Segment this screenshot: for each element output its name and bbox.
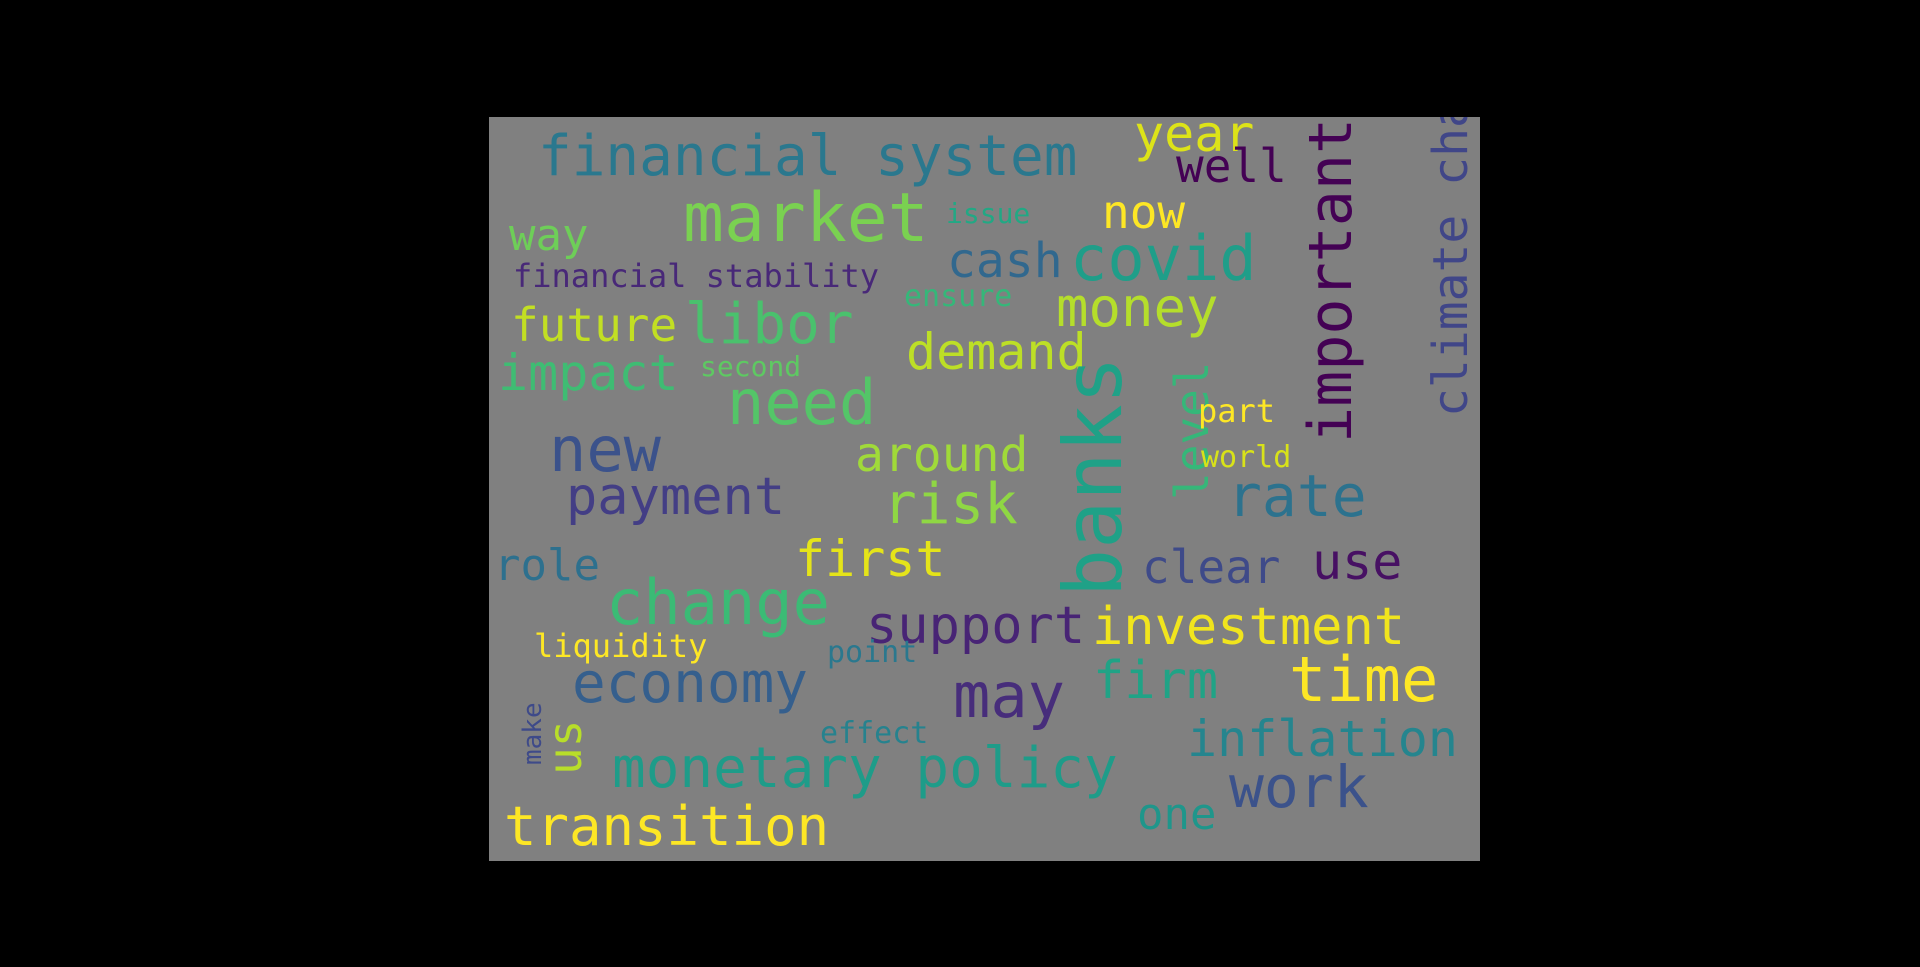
word-rate: rate bbox=[1227, 462, 1367, 530]
word-financial-stability: financial stability bbox=[513, 257, 880, 295]
word-libor: libor bbox=[685, 292, 854, 357]
word-around: around bbox=[855, 427, 1029, 483]
word-risk: risk bbox=[883, 472, 1018, 537]
word-cloud-canvas: financial system year well important climate… bbox=[489, 117, 1480, 861]
word-now: now bbox=[1102, 185, 1186, 239]
word-demand: demand bbox=[906, 323, 1087, 381]
word-one: one bbox=[1137, 789, 1217, 840]
word-world: world bbox=[1201, 440, 1292, 475]
word-us: us bbox=[538, 719, 592, 775]
word-cash: cash bbox=[947, 233, 1063, 289]
word-effect: effect bbox=[820, 716, 929, 751]
word-point: point bbox=[827, 635, 918, 670]
word-need: need bbox=[727, 366, 877, 439]
word-year: year bbox=[1134, 117, 1255, 163]
word-may: may bbox=[953, 659, 1065, 732]
word-climate-change: climate change bbox=[1423, 117, 1479, 417]
word-payment: payment bbox=[566, 467, 786, 527]
word-banks: banks bbox=[1047, 356, 1140, 597]
word-financial-system: financial system bbox=[538, 124, 1078, 189]
word-important: important bbox=[1296, 117, 1366, 443]
word-ensure: ensure bbox=[904, 279, 1013, 314]
word-change: change bbox=[606, 566, 830, 639]
word-money: money bbox=[1056, 276, 1219, 339]
word-transition: transition bbox=[504, 795, 830, 858]
word-role: role bbox=[494, 540, 600, 591]
word-time: time bbox=[1289, 643, 1439, 716]
word-issue: issue bbox=[946, 197, 1031, 230]
word-market: market bbox=[683, 179, 929, 258]
word-use: use bbox=[1312, 533, 1403, 591]
word-monetary-policy: monetary policy bbox=[612, 736, 1118, 801]
word-future: future bbox=[511, 298, 678, 352]
word-inflation: inflation bbox=[1187, 710, 1458, 768]
word-first: first bbox=[795, 530, 946, 588]
word-liquidity: liquidity bbox=[534, 627, 708, 665]
word-level: level bbox=[1165, 361, 1219, 500]
word-covid: covid bbox=[1070, 222, 1257, 295]
word-new: new bbox=[549, 413, 661, 486]
word-investment: investment bbox=[1092, 597, 1406, 657]
word-work: work bbox=[1229, 753, 1369, 821]
word-support: support bbox=[866, 596, 1086, 656]
word-part: part bbox=[1198, 392, 1276, 430]
word-firm: firm bbox=[1093, 651, 1219, 711]
word-second: second bbox=[700, 350, 802, 383]
word-well: well bbox=[1176, 139, 1287, 193]
word-economy: economy bbox=[572, 651, 809, 716]
word-clear: clear bbox=[1142, 540, 1281, 594]
word-way: way bbox=[509, 210, 589, 261]
word-impact: impact bbox=[498, 344, 679, 402]
